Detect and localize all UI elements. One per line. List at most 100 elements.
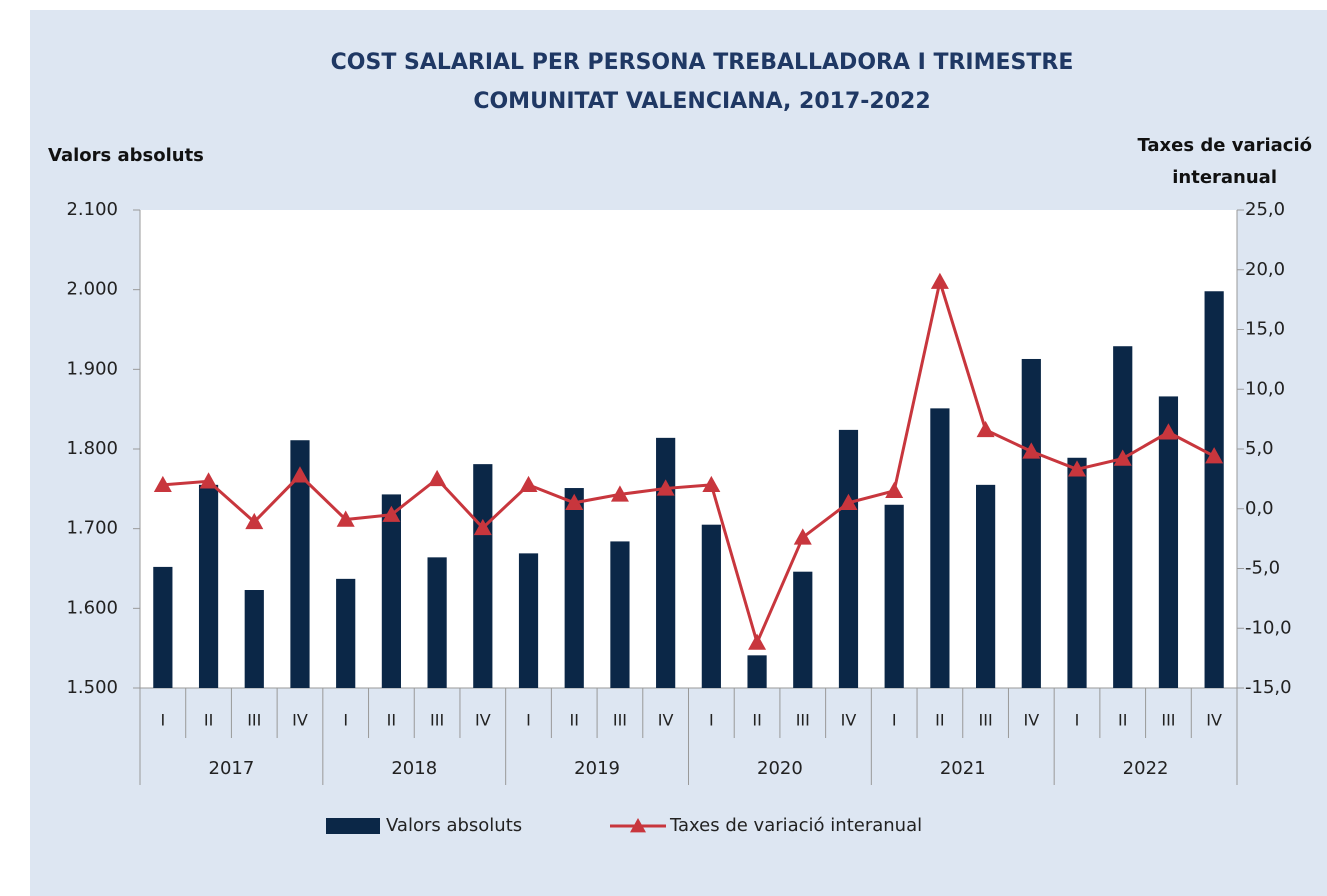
y2-tick-label: 0,0: [1245, 498, 1274, 519]
x-tick-label: III: [247, 711, 261, 730]
line-marker: [702, 475, 721, 493]
x-tick-label: II: [570, 711, 579, 730]
bar: [701, 524, 721, 688]
line: [162, 275, 1215, 648]
x-tick-label: I: [1075, 711, 1080, 730]
bar: [793, 571, 813, 688]
x-tick-label: IV: [292, 711, 308, 730]
y-tick-label: 1.500: [66, 677, 118, 698]
x-tick-label: IV: [841, 711, 857, 730]
bar: [656, 437, 676, 688]
chart-title: COMUNITAT VALENCIANA, 2017-2022: [473, 89, 930, 114]
x-tick-label: III: [1161, 711, 1175, 730]
bar: [838, 429, 859, 688]
line-marker: [1022, 442, 1041, 459]
line-marker: [290, 466, 309, 483]
x-group-label: 2020: [757, 758, 803, 779]
x-group-label: 2021: [940, 758, 986, 779]
bar: [518, 553, 539, 688]
line-marker: [930, 272, 949, 289]
bar: [427, 557, 447, 688]
bar: [473, 464, 493, 688]
y2-axis-label: interanual: [1172, 167, 1277, 188]
line-marker: [153, 475, 172, 493]
line-marker: [976, 420, 995, 438]
y-tick-label: 1.800: [66, 438, 118, 459]
line-marker: [519, 475, 538, 493]
bar: [610, 541, 630, 688]
y2-tick-label: -5,0: [1245, 558, 1280, 579]
y2-tick-label: 15,0: [1245, 319, 1285, 340]
line-marker: [428, 469, 447, 487]
x-tick-label: I: [526, 711, 531, 730]
x-group-label: 2022: [1123, 758, 1169, 779]
bar: [244, 590, 264, 688]
line-marker: [1205, 447, 1224, 464]
x-tick-label: I: [892, 711, 897, 730]
x-tick-label: II: [387, 711, 396, 730]
y-tick-label: 2.100: [66, 199, 118, 220]
bar: [1021, 358, 1041, 688]
x-tick-label: III: [796, 711, 810, 730]
line-marker: [1068, 460, 1087, 477]
bar: [1113, 346, 1133, 688]
y-tick-label: 1.600: [66, 597, 118, 618]
y2-tick-label: 20,0: [1245, 259, 1285, 280]
x-tick-label: III: [613, 711, 627, 730]
line-marker: [245, 512, 264, 530]
x-group-label: 2018: [391, 758, 437, 779]
y2-tick-label: 5,0: [1245, 438, 1274, 459]
line-marker: [610, 485, 629, 502]
line-marker: [565, 493, 584, 510]
line-marker: [1113, 449, 1132, 466]
line-marker: [199, 472, 218, 489]
bar: [1204, 291, 1224, 688]
x-tick-label: I: [709, 711, 714, 730]
line-marker: [793, 528, 812, 545]
bar: [564, 488, 584, 688]
line-marker: [656, 479, 675, 496]
x-tick-label: II: [1118, 711, 1127, 730]
legend-swatch: [326, 818, 380, 834]
x-group-label: 2019: [574, 758, 620, 779]
y2-tick-label: 10,0: [1245, 378, 1285, 399]
y2-tick-label: -10,0: [1245, 617, 1292, 638]
x-tick-label: IV: [475, 711, 491, 730]
x-tick-label: IV: [1206, 711, 1222, 730]
x-tick-label: IV: [1023, 711, 1039, 730]
y-tick-label: 1.900: [66, 358, 118, 379]
line-marker: [1159, 423, 1178, 440]
legend-marker: [630, 818, 646, 833]
line-marker: [336, 510, 355, 527]
line-marker: [382, 505, 401, 522]
y-axis-label: Valors absoluts: [48, 145, 204, 166]
x-group-label: 2017: [209, 758, 255, 779]
legend-label: Taxes de variació interanual: [669, 815, 922, 836]
x-tick-label: II: [204, 711, 213, 730]
y2-tick-label: -15,0: [1245, 677, 1292, 698]
x-tick-label: III: [979, 711, 993, 730]
x-tick-label: I: [160, 711, 165, 730]
line-marker: [748, 633, 767, 650]
bar: [290, 440, 310, 688]
bar: [747, 655, 767, 688]
bar: [1067, 457, 1087, 688]
bar: [1158, 396, 1179, 688]
y-tick-label: 2.000: [66, 279, 118, 300]
y2-axis-label: Taxes de variació: [1137, 135, 1312, 156]
x-tick-label: IV: [658, 711, 674, 730]
bar: [930, 408, 950, 688]
x-tick-label: I: [343, 711, 348, 730]
y-tick-label: 1.700: [66, 518, 118, 539]
bar: [153, 566, 173, 688]
x-tick-label: III: [430, 711, 444, 730]
bar: [884, 504, 904, 688]
bar: [976, 484, 996, 688]
line-marker: [885, 481, 904, 499]
chart-title: COST SALARIAL PER PERSONA TREBALLADORA I…: [331, 50, 1074, 75]
bar: [336, 578, 356, 688]
y2-tick-label: 25,0: [1245, 199, 1285, 220]
bar: [198, 484, 219, 688]
x-tick-label: II: [935, 711, 944, 730]
legend-label: Valors absoluts: [386, 815, 522, 836]
